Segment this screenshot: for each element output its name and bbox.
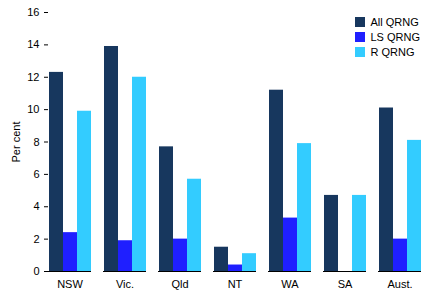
svg-text:NSW: NSW — [57, 278, 83, 290]
svg-text:Vic.: Vic. — [116, 278, 134, 290]
svg-text:12: 12 — [27, 71, 39, 83]
svg-text:8: 8 — [33, 136, 39, 148]
svg-text:6: 6 — [33, 168, 39, 180]
svg-text:Per cent: Per cent — [10, 122, 22, 163]
svg-text:2: 2 — [33, 233, 39, 245]
svg-text:Aust.: Aust. — [387, 278, 412, 290]
svg-text:NT: NT — [228, 278, 243, 290]
svg-text:WA: WA — [281, 278, 299, 290]
svg-text:10: 10 — [27, 103, 39, 115]
svg-text:Qld: Qld — [171, 278, 188, 290]
svg-text:16: 16 — [27, 6, 39, 18]
svg-text:0: 0 — [33, 265, 39, 277]
html-text:LS QRNG: LS QRNG — [370, 30, 420, 43]
svg-text:14: 14 — [27, 38, 39, 50]
html-text:R QRNG: R QRNG — [370, 45, 415, 58]
svg-text:4: 4 — [33, 200, 39, 212]
html-text:All QRNG: All QRNG — [370, 15, 419, 28]
svg-text:SA: SA — [338, 278, 353, 290]
